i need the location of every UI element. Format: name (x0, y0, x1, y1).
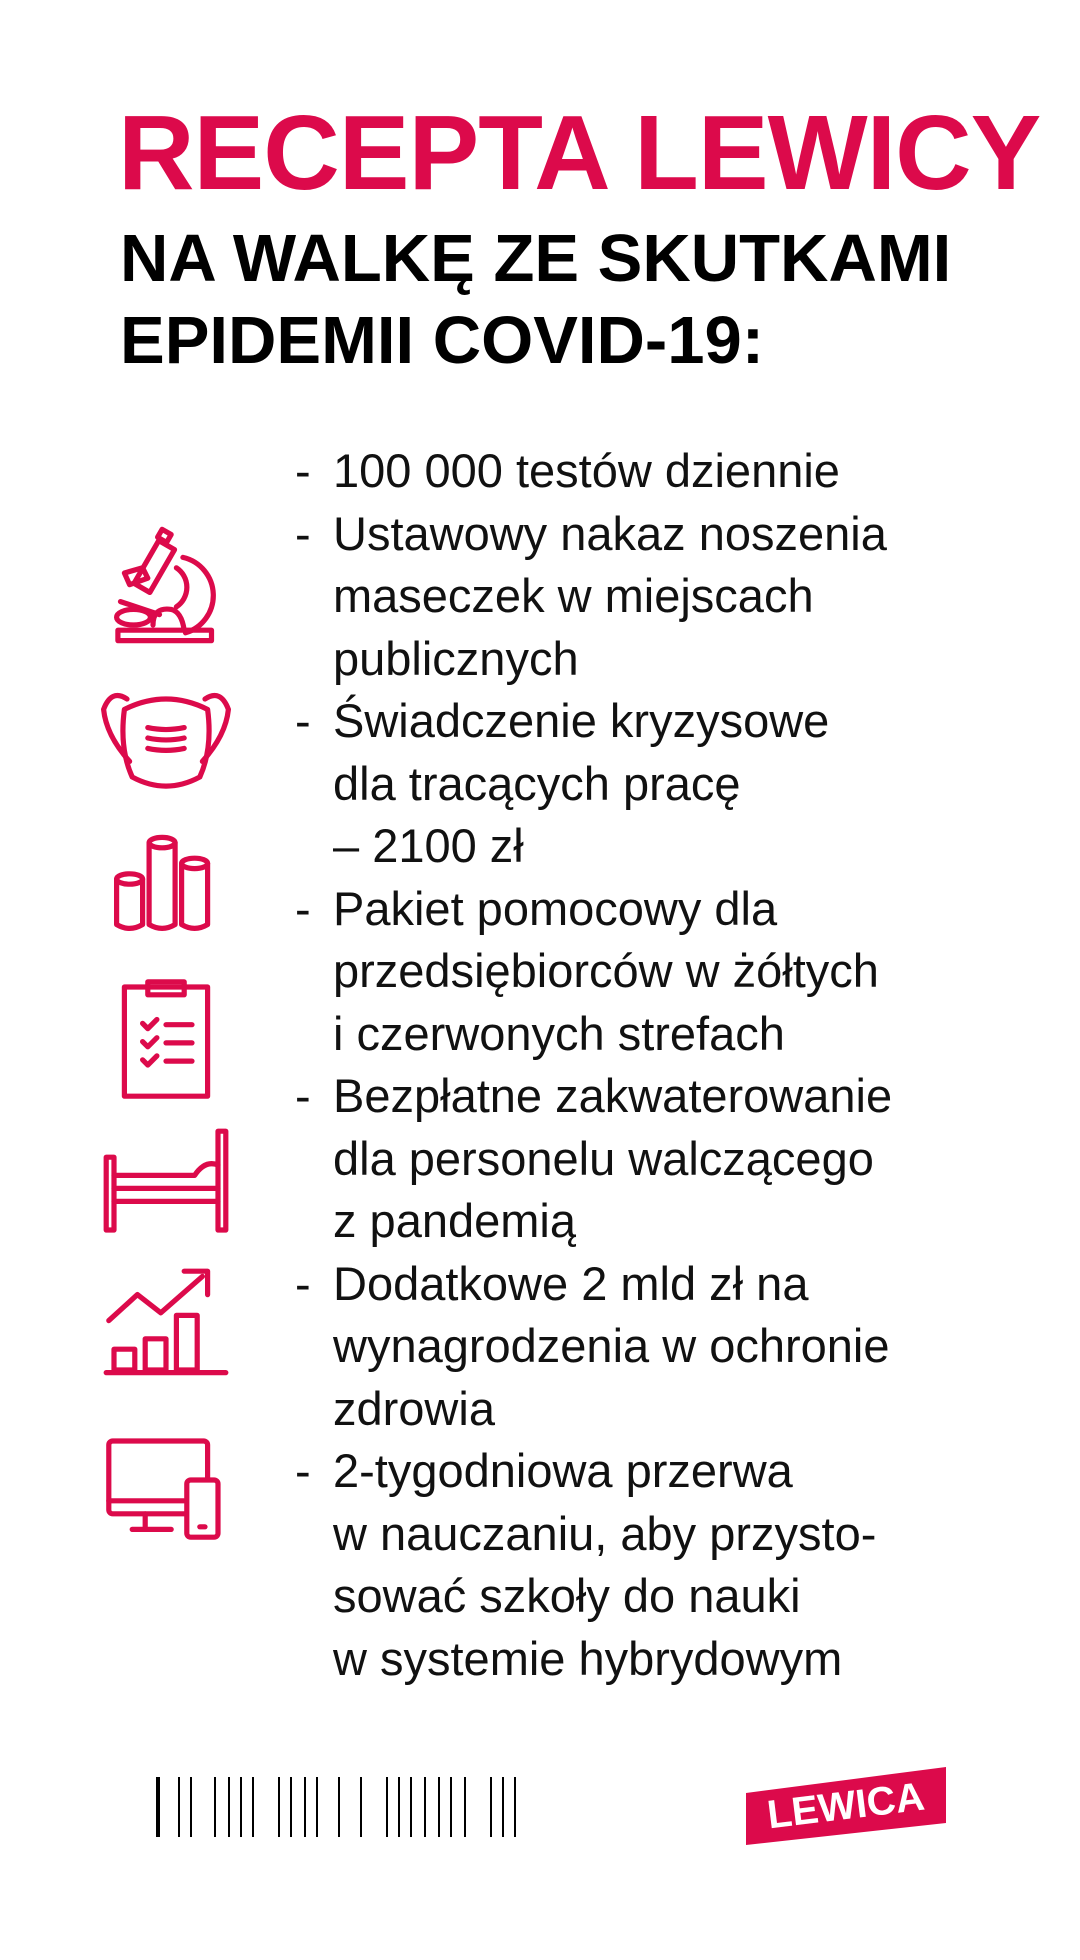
barcode-bar (386, 1777, 388, 1837)
list-item-line: w nauczaniu, aby przysto- (333, 1506, 877, 1560)
bullet-dash: - (295, 444, 311, 497)
barcode-bar (410, 1777, 412, 1837)
list-item-line: przedsiębiorców w żółtych (333, 944, 879, 997)
barcode-bar (438, 1777, 440, 1837)
list-item-line: Pakiet pomocowy dla (333, 881, 778, 935)
list-item-line: publicznych (333, 631, 579, 685)
barcode-bar (178, 1777, 180, 1837)
list-item-line: Bezpłatne zakwaterowanie (333, 1069, 893, 1122)
page-title: RECEPTA LEWICY (118, 94, 1041, 212)
barcode-bar (502, 1777, 504, 1837)
barcode-bar (228, 1777, 230, 1837)
barcode-bar (214, 1777, 216, 1837)
list-item-line: Ustawowy nakaz noszenia (333, 506, 887, 560)
subtitle-line-1: NA WALKĘ ZE SKUTKAMI (120, 221, 952, 296)
list-item-line: dla tracących pracę (333, 756, 741, 810)
subtitle-line-2: EPIDEMII COVID-19: (120, 303, 765, 378)
list-item-line: w systemie hybrydowym (333, 1631, 843, 1685)
lewica-logo: LEWICA (746, 1767, 946, 1845)
barcode-graphic (156, 1777, 516, 1837)
barcode-bar (450, 1777, 452, 1837)
barcode-bar (316, 1777, 318, 1837)
devices-icon (101, 1428, 231, 1558)
list-item-line: zdrowia (333, 1381, 495, 1435)
list-item-line: dla personelu walczącego (333, 1131, 874, 1185)
barcode-bar (304, 1777, 306, 1837)
growth-chart-icon (101, 1253, 231, 1383)
clipboard-checklist-icon (101, 974, 231, 1104)
list-item: - Ustawowy nakaz noszenia maseczek w miejs… (295, 503, 892, 691)
barcode-bar (156, 1777, 160, 1837)
microscope-icon (101, 521, 231, 651)
list-item-line: sować szkoły do nauki (333, 1569, 801, 1622)
bullet-dash: - (295, 1069, 311, 1122)
list-item-line: Świadczenie kryzysowe (333, 694, 830, 747)
barcode-bar (360, 1777, 362, 1837)
coins-icon (101, 814, 231, 944)
list-item: - Bezpłatne zakwaterowanie dla personelu w… (295, 1065, 892, 1253)
list-item-line: – 2100 zł (333, 819, 524, 872)
list-item-line: 2-tygodniowa przerwa (333, 1444, 793, 1497)
barcode-bar (290, 1777, 292, 1837)
list-item-line: z pandemią (333, 1194, 576, 1247)
barcode-bar (490, 1777, 492, 1837)
svg-text:LEWICA: LEWICA (765, 1775, 927, 1838)
list-item: - Dodatkowe 2 mld zł na wynagrodzenia w oc… (295, 1253, 892, 1441)
barcode-bar (252, 1777, 254, 1837)
face-mask-icon (101, 673, 231, 803)
bullet-dash: - (295, 506, 311, 560)
barcode-bar (240, 1777, 242, 1837)
list-item: -2-tygodniowa przerwa w nauczaniu, aby pr… (295, 1440, 892, 1690)
list-item: -100 000 testów dziennie (295, 440, 892, 503)
measures-list: -100 000 testów dziennie - Ustawowy nakaz … (295, 440, 892, 1690)
list-item: - Świadczenie kryzysowe dla tracących prac… (295, 690, 892, 878)
list-item-line: Dodatkowe 2 mld zł na (333, 1256, 809, 1310)
bullet-dash: - (295, 1256, 311, 1310)
barcode-bar (398, 1777, 400, 1837)
bullet-dash: - (295, 694, 311, 747)
barcode-bar (464, 1777, 466, 1837)
barcode-bar (514, 1777, 516, 1837)
bullet-dash: - (295, 1444, 311, 1497)
barcode-bar (278, 1777, 280, 1837)
bed-icon (101, 1113, 231, 1243)
list-item-line: i czerwonych strefach (333, 1006, 785, 1060)
barcode-bar (338, 1777, 340, 1837)
list-item-line: 100 000 testów dziennie (333, 444, 840, 497)
list-item-line: maseczek w miejscach (333, 569, 814, 622)
barcode-bar (424, 1777, 426, 1837)
bullet-dash: - (295, 881, 311, 935)
barcode-bar (190, 1777, 192, 1837)
list-item: - Pakiet pomocowy dla przedsiębiorców w żó… (295, 878, 892, 1066)
list-item-line: wynagrodzenia w ochronie (333, 1319, 890, 1372)
